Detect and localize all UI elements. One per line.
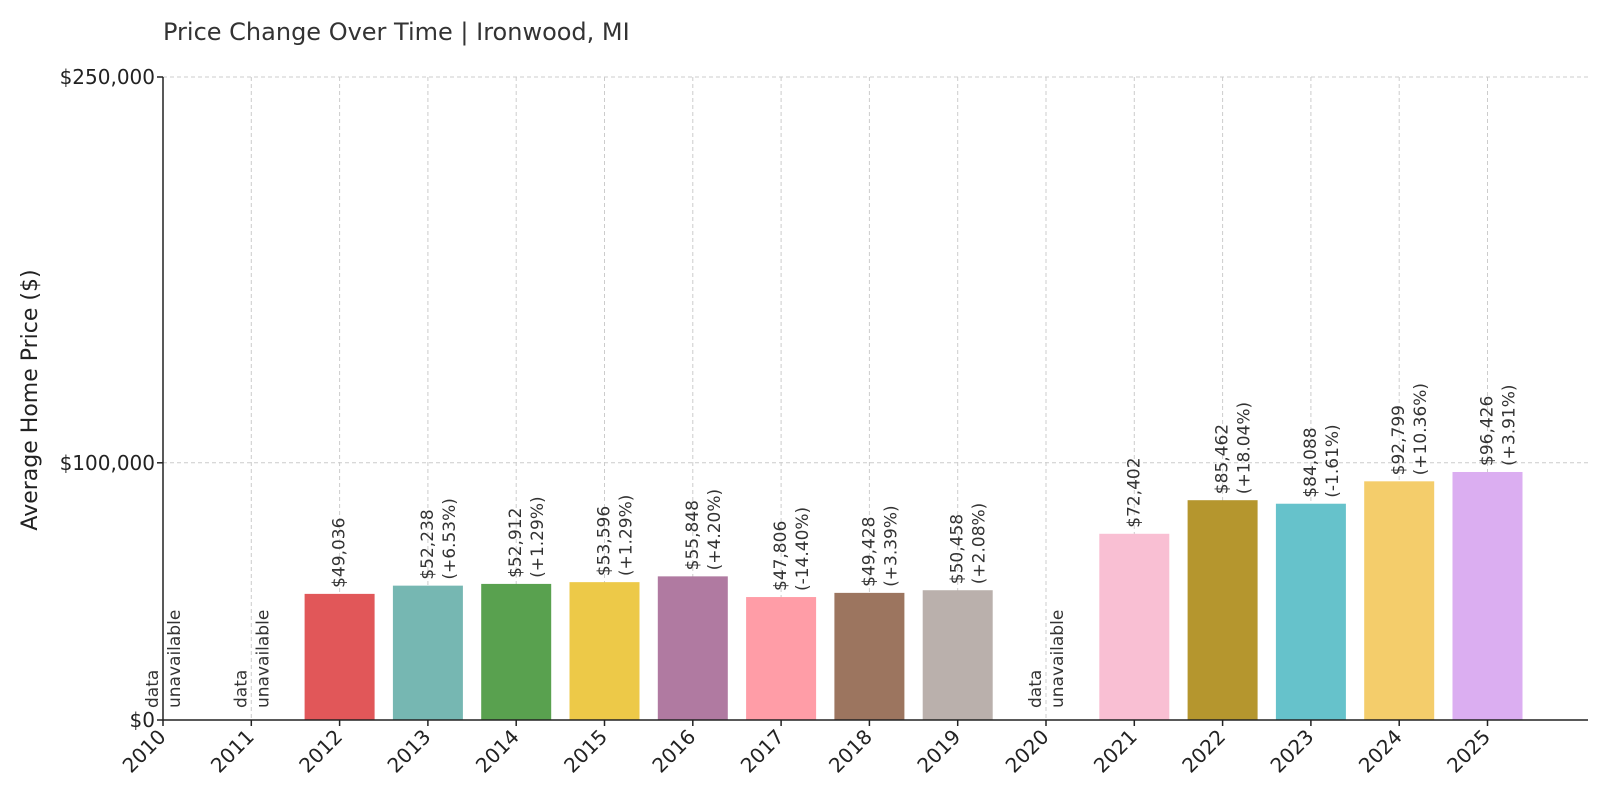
x-tick-label: 2019 (912, 725, 965, 778)
bar-value-label: $53,596 (+1.29%) (595, 495, 637, 577)
bar-value-label: $84,088 (-1.61%) (1301, 424, 1343, 497)
y-tick-label: $0 (130, 708, 155, 732)
price-label: $55,848 (683, 500, 703, 570)
data-unavailable-line1: data (143, 670, 163, 708)
x-tick-label: 2014 (471, 725, 524, 778)
price-label: $72,402 (1124, 457, 1144, 527)
x-tick-label: 2022 (1177, 725, 1230, 778)
price-label: $49,428 (859, 517, 879, 587)
chart-title: Price Change Over Time | Ironwood, MI (163, 18, 630, 46)
price-label: $84,088 (1301, 427, 1321, 497)
bar-value-label: $85,462 (+18.04%) (1213, 402, 1255, 494)
bar-value-label: $96,426 (+3.91%) (1478, 384, 1520, 466)
change-label: (+2.08%) (970, 503, 990, 585)
bar (657, 576, 728, 720)
x-tick-label: 2013 (382, 725, 435, 778)
bar-value-label: $47,806 (-14.40%) (771, 507, 813, 591)
axes: $0 $100,000 $250,000 2010 2011 2012 2013 2014 20… (60, 65, 1588, 778)
change-label: (+1.29%) (617, 495, 637, 577)
bar-value-label: $52,912 (+1.29%) (506, 496, 548, 578)
y-axis-label: Average Home Price ($) (18, 269, 43, 530)
bar (1452, 471, 1523, 720)
bar (481, 583, 552, 720)
change-label: (+18.04%) (1235, 402, 1255, 494)
change-label: (+1.29%) (528, 496, 548, 578)
bar (922, 590, 993, 720)
data-unavailable-label: data unavailable (1026, 610, 1068, 708)
change-label: (+4.20%) (705, 489, 725, 571)
price-label: $53,596 (595, 506, 615, 576)
data-unavailable-line2: unavailable (253, 610, 273, 708)
bar (1187, 500, 1258, 720)
x-tick-label: 2023 (1265, 725, 1318, 778)
price-label: $47,806 (771, 521, 791, 591)
price-label: $52,238 (418, 509, 438, 579)
bar-value-label: $55,848 (+4.20%) (683, 489, 725, 571)
data-unavailable-label: data unavailable (143, 610, 185, 708)
bar-value-label: $49,428 (+3.39%) (859, 505, 901, 587)
x-tick-label: 2025 (1442, 725, 1495, 778)
bar (392, 585, 463, 720)
price-label: $96,426 (1478, 396, 1498, 466)
x-tick-label: 2021 (1089, 725, 1142, 778)
change-label: (-1.61%) (1323, 424, 1343, 497)
value-labels: data unavailable data unavailable$49,036 $52… (143, 383, 1520, 708)
x-tick-label: 2016 (647, 725, 700, 778)
x-tick-label: 2012 (294, 725, 347, 778)
x-tick-label: 2015 (559, 725, 612, 778)
bar (834, 592, 905, 720)
bar (1364, 481, 1435, 720)
data-unavailable-line1: data (231, 670, 251, 708)
change-label: (+3.91%) (1500, 384, 1520, 466)
x-tick-label: 2011 (206, 725, 259, 778)
x-tick-label: 2017 (736, 725, 789, 778)
price-label: $92,799 (1389, 405, 1409, 475)
bar-value-label: $52,238 (+6.53%) (418, 498, 460, 580)
x-tick-label: 2010 (118, 725, 171, 778)
bar (304, 593, 375, 720)
data-unavailable-line2: unavailable (1048, 610, 1068, 708)
bar (1275, 503, 1346, 720)
price-label: $52,912 (506, 508, 526, 578)
y-tick-label: $100,000 (60, 451, 155, 475)
change-label: (-14.40%) (793, 507, 813, 591)
bar (746, 597, 817, 720)
bar-value-label: $72,402 (1124, 457, 1144, 527)
data-unavailable-label: data unavailable (231, 610, 273, 708)
bar-value-label: $50,458 (+2.08%) (948, 503, 990, 585)
change-label: (+3.39%) (881, 505, 901, 587)
change-label: (+6.53%) (440, 498, 460, 580)
change-label: (+10.36%) (1411, 383, 1431, 475)
bars (304, 471, 1523, 720)
y-tick-label: $250,000 (60, 65, 155, 89)
price-label: $50,458 (948, 514, 968, 584)
bar (1099, 533, 1170, 720)
bar-value-label: $92,799 (+10.36%) (1389, 383, 1431, 475)
price-label: $85,462 (1213, 424, 1233, 494)
x-tick-label: 2024 (1354, 725, 1407, 778)
data-unavailable-line1: data (1026, 670, 1046, 708)
x-tick-label: 2018 (824, 725, 877, 778)
data-unavailable-line2: unavailable (165, 610, 185, 708)
bar (569, 582, 640, 720)
x-tick-label: 2020 (1001, 725, 1054, 778)
bar-value-label: $49,036 (330, 518, 350, 588)
price-label: $49,036 (330, 518, 350, 588)
